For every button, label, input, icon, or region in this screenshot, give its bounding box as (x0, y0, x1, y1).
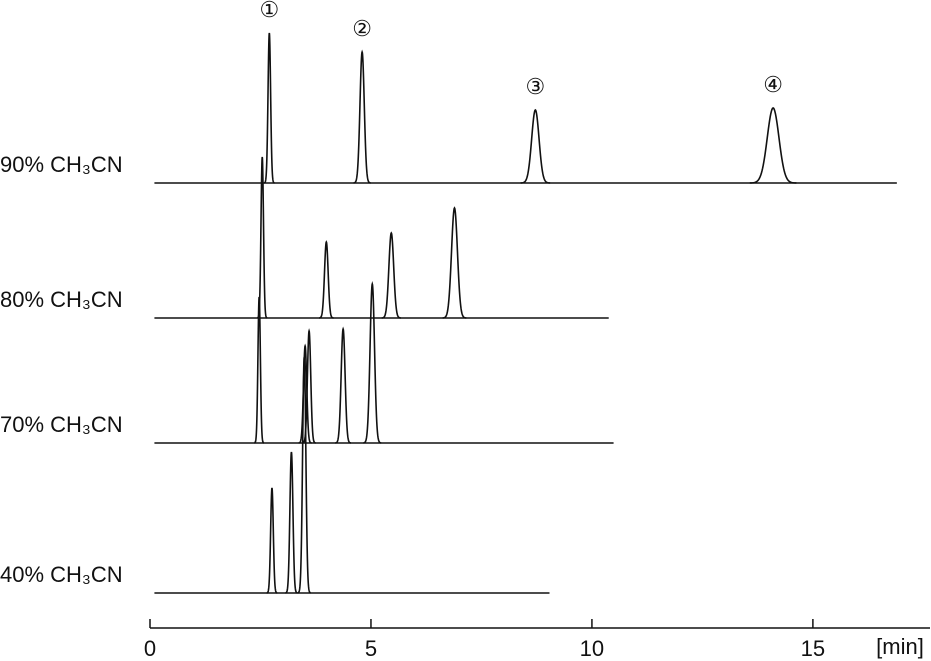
series-label: 90% CH₃CN (0, 152, 123, 177)
x-tick-label: 0 (144, 636, 156, 661)
x-tick-label: 5 (365, 636, 377, 661)
peak (285, 451, 298, 594)
peak (254, 296, 265, 444)
x-tick-label: 15 (801, 636, 825, 661)
peak (319, 240, 334, 319)
peak (266, 487, 278, 594)
peak-label: ③ (525, 74, 545, 99)
x-axis-label: [min] (876, 634, 924, 659)
peak-label: ④ (763, 72, 783, 97)
peak (363, 281, 382, 444)
series-label: 70% CH₃CN (0, 412, 123, 437)
peak (297, 356, 311, 594)
peak-label: ② (352, 16, 372, 41)
peak (298, 343, 312, 444)
series-label: 40% CH₃CN (0, 562, 123, 587)
peak (264, 32, 275, 184)
peak-label: ① (259, 0, 279, 22)
peak (749, 107, 797, 184)
peak (335, 326, 352, 444)
series-label: 80% CH₃CN (0, 287, 123, 312)
peak (442, 206, 467, 319)
peak (520, 108, 551, 184)
peak (381, 231, 401, 319)
peak (353, 49, 371, 184)
x-tick-label: 10 (580, 636, 604, 661)
peak (302, 328, 316, 444)
